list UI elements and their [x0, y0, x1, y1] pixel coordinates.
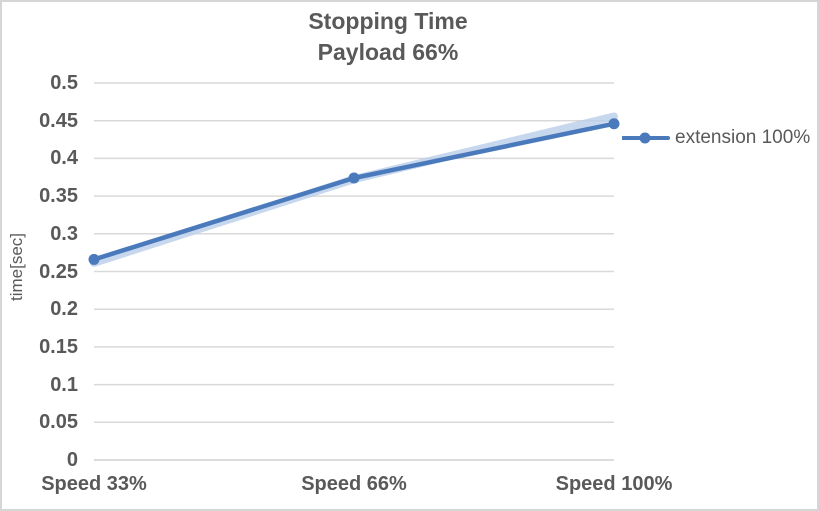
x-category-label: Speed 33% — [41, 473, 147, 495]
x-category-label: Speed 66% — [301, 473, 407, 495]
legend-label: extension 100% — [675, 127, 811, 148]
data-point-marker — [88, 253, 100, 265]
y-tick-label: 0.05 — [39, 411, 78, 434]
legend: extension 100% — [622, 127, 810, 149]
y-tick-label: 0.45 — [39, 109, 78, 132]
y-tick-label: 0.25 — [39, 260, 78, 283]
data-point-marker — [608, 118, 620, 130]
chart-title-line1: Stopping Time — [308, 8, 468, 34]
y-tick-label: 0.4 — [50, 147, 78, 170]
chart-title: Stopping Time Payload 66% — [2, 6, 774, 68]
chart-title-line2: Payload 66% — [317, 39, 459, 65]
y-tick-label: 0.15 — [39, 335, 78, 358]
y-tick-label: 0.35 — [39, 185, 78, 208]
y-tick-label: 0.2 — [50, 298, 78, 321]
legend-line-marker-icon — [622, 132, 670, 144]
data-point-marker — [348, 172, 360, 184]
y-tick-label: 0 — [66, 449, 78, 471]
y-tick-label: 0.1 — [50, 373, 78, 396]
y-tick-label: 0.5 — [50, 72, 78, 94]
y-tick-label: 0.3 — [50, 222, 78, 245]
x-category-label: Speed 100% — [555, 473, 673, 495]
